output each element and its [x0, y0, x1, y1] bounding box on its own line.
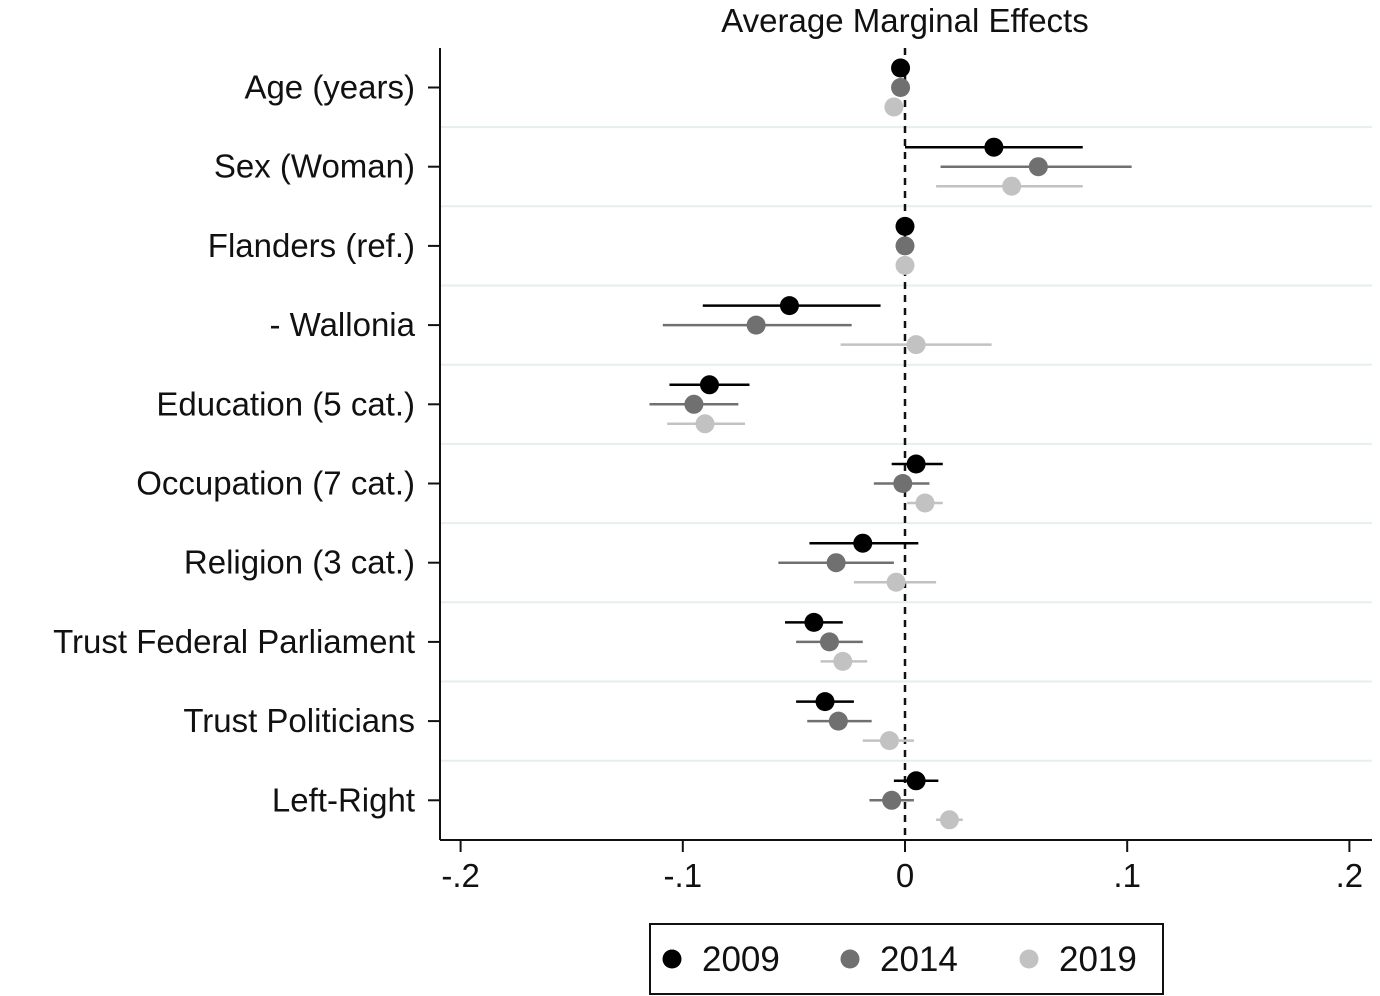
- point-2009-sex-woman: [984, 137, 1004, 157]
- legend-marker-2009: [662, 949, 682, 969]
- x-tick-label: 0: [896, 857, 914, 894]
- point-2019-religion-3-cat: [886, 572, 906, 592]
- point-2014-sex-woman: [1028, 157, 1048, 177]
- point-2019-wallonia: [906, 335, 926, 355]
- y-label-flanders-ref: Flanders (ref.): [208, 227, 415, 264]
- point-2014-flanders-ref: [895, 236, 915, 256]
- y-label-education-5-cat: Education (5 cat.): [156, 385, 415, 422]
- point-2009-trust-politicians: [815, 692, 835, 712]
- x-tick-label: -.2: [441, 857, 480, 894]
- y-category-labels: Age (years) Sex (Woman) Flanders (ref.) - W…: [53, 69, 416, 819]
- point-2009-trust-federal-parliament: [804, 612, 824, 632]
- point-2019-occupation-7-cat: [915, 493, 935, 513]
- chart-title: Average Marginal Effects: [721, 2, 1088, 39]
- point-2014-wallonia: [746, 315, 766, 335]
- point-2009-education-5-cat: [699, 375, 719, 395]
- point-2014-education-5-cat: [684, 394, 704, 414]
- y-label-age-years: Age (years): [244, 69, 415, 106]
- point-2014-religion-3-cat: [826, 553, 846, 573]
- x-tick-labels: -.2 -.1 0 .1 .2: [441, 857, 1363, 894]
- point-2019-left-right: [939, 810, 959, 830]
- point-2014-age-years: [891, 78, 911, 97]
- legend-label-2014: 2014: [880, 940, 958, 979]
- point-2019-trust-politicians: [879, 731, 899, 751]
- point-2019-education-5-cat: [695, 414, 715, 434]
- y-label-left-right: Left-Right: [272, 781, 415, 818]
- point-2014-left-right: [882, 790, 902, 810]
- legend-label-2009: 2009: [702, 940, 780, 979]
- y-label-trust-politicians: Trust Politicians: [183, 702, 415, 739]
- point-2009-religion-3-cat: [853, 533, 873, 553]
- point-2009-flanders-ref: [895, 216, 915, 236]
- legend-label-2019: 2019: [1059, 940, 1137, 979]
- point-2019-age-years: [884, 97, 904, 117]
- legend-marker-2014: [840, 949, 860, 969]
- y-label-trust-federal-parliament: Trust Federal Parliament: [53, 623, 415, 660]
- legend-marker-2019: [1019, 949, 1039, 969]
- y-label-occupation-7-cat: Occupation (7 cat.): [136, 465, 415, 502]
- legend: 2009 2014 2019: [649, 923, 1164, 995]
- point-2019-flanders-ref: [895, 255, 915, 275]
- series-2014: [649, 78, 1132, 810]
- point-2019-sex-woman: [1002, 176, 1022, 196]
- point-2014-occupation-7-cat: [893, 474, 913, 493]
- x-tick-label: .1: [1113, 857, 1141, 894]
- point-2009-age-years: [891, 58, 911, 78]
- x-tick-label: -.1: [664, 857, 703, 894]
- series-2019: [667, 97, 1083, 830]
- point-2014-trust-federal-parliament: [819, 632, 839, 652]
- point-2019-trust-federal-parliament: [833, 651, 853, 671]
- legend-box: [649, 923, 1164, 995]
- axes: [428, 48, 1372, 852]
- point-2009-left-right: [906, 771, 926, 791]
- y-label-sex-woman: Sex (Woman): [214, 148, 415, 185]
- x-tick-label: .2: [1336, 857, 1364, 894]
- point-2009-wallonia: [779, 296, 799, 316]
- series-marks: [649, 58, 1132, 830]
- point-2014-trust-politicians: [828, 711, 848, 731]
- series-2009: [669, 58, 1083, 791]
- y-label-religion-3-cat: Religion (3 cat.): [184, 544, 415, 581]
- y-label-wallonia: - Wallonia: [270, 306, 416, 343]
- point-2009-occupation-7-cat: [906, 454, 926, 474]
